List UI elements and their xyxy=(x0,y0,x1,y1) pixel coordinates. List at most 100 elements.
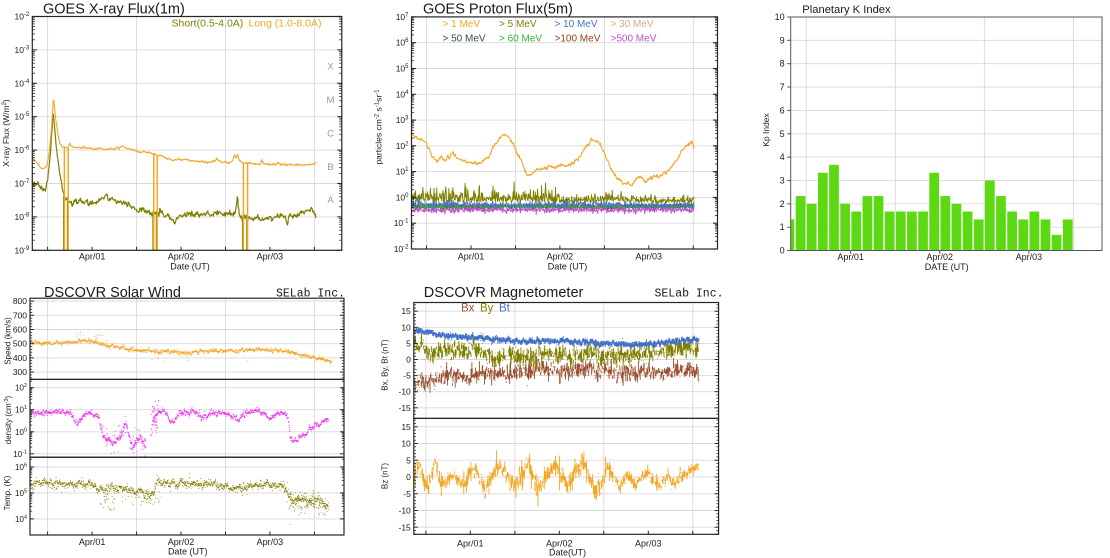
svg-text:GOES X-ray Flux(1m): GOES X-ray Flux(1m) xyxy=(43,2,185,18)
svg-text:10: 10 xyxy=(775,12,785,22)
svg-text:> 30 MeV: > 30 MeV xyxy=(611,19,654,30)
svg-text:Date (UT): Date (UT) xyxy=(168,547,208,557)
svg-text:10: 10 xyxy=(401,322,411,332)
svg-text:Apr/03: Apr/03 xyxy=(257,537,284,547)
svg-text:Apr/01: Apr/01 xyxy=(79,537,106,547)
svg-text:>500 MeV: >500 MeV xyxy=(611,34,657,45)
svg-text:10-1: 10-1 xyxy=(13,449,27,459)
svg-text:Short(0.5-4.0A): Short(0.5-4.0A) xyxy=(172,18,244,30)
svg-text:Date (UT): Date (UT) xyxy=(170,262,210,272)
svg-text:106: 106 xyxy=(396,38,409,48)
svg-text:10-3: 10-3 xyxy=(14,45,29,55)
svg-text:-15: -15 xyxy=(399,522,412,532)
svg-text:-10: -10 xyxy=(399,387,412,397)
svg-text:Apr/01: Apr/01 xyxy=(79,252,106,262)
svg-text:Apr/03: Apr/03 xyxy=(635,539,662,549)
svg-text:3: 3 xyxy=(780,175,785,185)
svg-text:6: 6 xyxy=(780,105,785,115)
svg-text:-10: -10 xyxy=(399,506,412,516)
svg-text:> 10 MeV: > 10 MeV xyxy=(555,19,598,30)
svg-text:300: 300 xyxy=(13,367,27,377)
svg-text:10-9: 10-9 xyxy=(14,245,29,255)
svg-text:-5: -5 xyxy=(403,489,411,499)
svg-text:104: 104 xyxy=(396,89,409,99)
svg-text:> 5 MeV: > 5 MeV xyxy=(499,19,537,30)
svg-text:8: 8 xyxy=(780,59,785,69)
svg-text:0: 0 xyxy=(406,355,411,365)
svg-text:100: 100 xyxy=(396,192,409,202)
svg-text:Apr/02: Apr/02 xyxy=(168,252,195,262)
svg-text:Apr/02: Apr/02 xyxy=(547,252,574,262)
svg-text:101: 101 xyxy=(396,167,409,177)
svg-text:Apr/03: Apr/03 xyxy=(257,252,284,262)
svg-text:Date(UT): Date(UT) xyxy=(549,548,586,558)
svg-text:400: 400 xyxy=(13,353,27,363)
svg-text:Speed (km/s): Speed (km/s) xyxy=(4,317,13,365)
svg-text:Long (1.0-8.0A): Long (1.0-8.0A) xyxy=(249,18,322,30)
svg-text:500: 500 xyxy=(13,339,27,349)
svg-text:X: X xyxy=(327,62,334,73)
svg-text:Bz (nT): Bz (nT) xyxy=(381,463,390,490)
svg-text:Apr/02: Apr/02 xyxy=(927,252,954,262)
svg-text:2: 2 xyxy=(780,199,785,209)
svg-text:10: 10 xyxy=(401,439,411,449)
svg-text:-15: -15 xyxy=(399,403,412,413)
svg-text:10-4: 10-4 xyxy=(14,78,29,88)
svg-text:102: 102 xyxy=(15,383,27,393)
svg-text:SELab Inc.: SELab Inc. xyxy=(276,288,345,301)
svg-text:>100 MeV: >100 MeV xyxy=(555,34,601,45)
svg-text:600: 600 xyxy=(13,325,27,335)
svg-text:Apr/03: Apr/03 xyxy=(1016,252,1043,262)
svg-text:C: C xyxy=(327,128,334,139)
svg-text:B: B xyxy=(327,162,333,173)
svg-text:Date (UT): Date (UT) xyxy=(548,262,588,272)
svg-text:X-ray Flux (W/m2): X-ray Flux (W/m2) xyxy=(1,99,11,167)
svg-text:1: 1 xyxy=(780,222,785,232)
svg-text:106: 106 xyxy=(15,463,27,473)
svg-text:100: 100 xyxy=(15,427,27,437)
svg-text:15: 15 xyxy=(401,422,411,432)
svg-text:A: A xyxy=(327,195,334,206)
svg-text:> 50 MeV: > 50 MeV xyxy=(443,34,486,45)
svg-text:15: 15 xyxy=(401,306,411,316)
svg-text:Bt: Bt xyxy=(499,303,511,315)
svg-text:Apr/01: Apr/01 xyxy=(457,539,484,549)
svg-text:105: 105 xyxy=(15,488,27,498)
svg-text:Apr/01: Apr/01 xyxy=(458,252,485,262)
svg-text:4: 4 xyxy=(780,152,785,162)
svg-text:DATE (UT): DATE (UT) xyxy=(925,262,969,272)
svg-text:800: 800 xyxy=(13,296,27,306)
svg-text:M: M xyxy=(327,95,335,106)
svg-text:density (cm-3): density (cm-3) xyxy=(4,395,13,444)
svg-text:107: 107 xyxy=(396,12,409,22)
svg-text:10-2: 10-2 xyxy=(14,12,29,22)
svg-text:DSCOVR Magnetometer: DSCOVR Magnetometer xyxy=(424,285,584,301)
svg-text:Bx, By, Bt (nT): Bx, By, Bt (nT) xyxy=(381,339,390,391)
svg-text:10-8: 10-8 xyxy=(14,212,29,222)
svg-text:Planetary K Index: Planetary K Index xyxy=(802,4,891,16)
svg-text:Bx: Bx xyxy=(461,303,475,315)
svg-text:7: 7 xyxy=(780,82,785,92)
svg-text:10-2: 10-2 xyxy=(394,244,409,254)
svg-text:Temp. (K): Temp. (K) xyxy=(3,475,12,510)
svg-text:10-7: 10-7 xyxy=(14,179,29,189)
svg-text:10-5: 10-5 xyxy=(14,112,29,122)
svg-text:5: 5 xyxy=(406,338,411,348)
svg-text:particles cm-2 s-1sr-1: particles cm-2 s-1sr-1 xyxy=(374,89,384,165)
svg-text:10-1: 10-1 xyxy=(394,218,409,228)
svg-text:By: By xyxy=(480,303,494,315)
svg-text:DSCOVR Solar Wind: DSCOVR Solar Wind xyxy=(44,285,181,301)
svg-text:101: 101 xyxy=(15,405,27,415)
svg-text:102: 102 xyxy=(396,141,409,151)
svg-text:700: 700 xyxy=(13,310,27,320)
svg-text:5: 5 xyxy=(406,455,411,465)
svg-text:5: 5 xyxy=(780,129,785,139)
svg-text:105: 105 xyxy=(396,63,409,73)
svg-text:104: 104 xyxy=(15,514,27,524)
svg-text:Apr/02: Apr/02 xyxy=(168,537,195,547)
svg-text:Kp Index: Kp Index xyxy=(761,112,771,146)
svg-text:-5: -5 xyxy=(403,371,411,381)
svg-text:> 1 MeV: > 1 MeV xyxy=(443,19,481,30)
svg-text:10-6: 10-6 xyxy=(14,145,29,155)
svg-text:Apr/02: Apr/02 xyxy=(546,539,573,549)
